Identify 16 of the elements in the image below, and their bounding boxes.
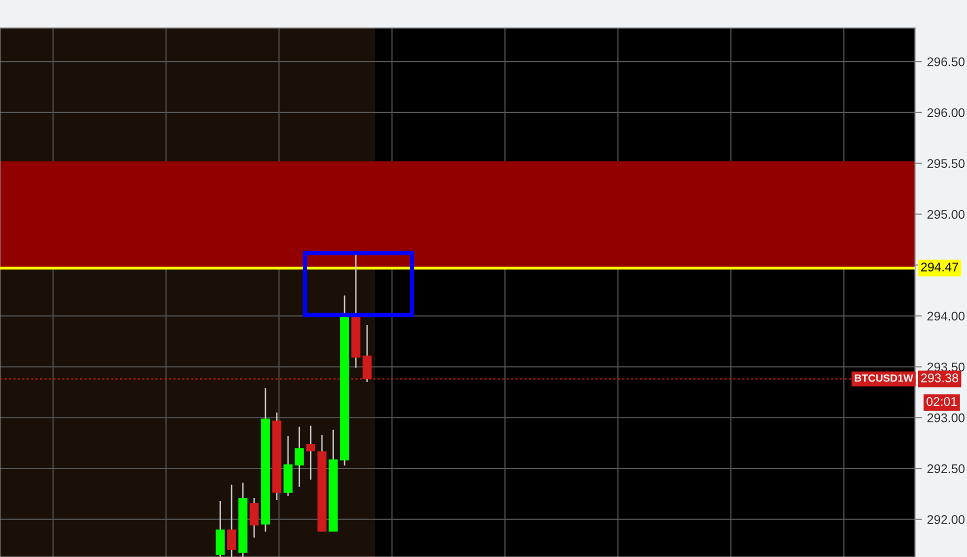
ref-line-label: 294.47 [921,262,958,272]
candlestick [294,426,304,488]
candlestick [250,497,259,538]
candlestick [306,425,316,480]
y-tick-label: 296.00 [927,108,965,118]
y-tick-label: 292.00 [927,515,965,524]
y-tick-label: 292.50 [927,464,965,474]
y-tick-label: 296.50 [927,57,965,66]
ref-line-label: 293.38 [921,373,958,382]
y-tick-label: 295.50 [927,159,965,168]
annotation: BTCUSD1W [854,374,914,382]
y-tick-label: 295.00 [927,210,965,219]
candlestick [227,484,236,557]
y-tick-label: 294.00 [927,312,965,321]
text: 02:01 [926,397,957,406]
y-tick-label: 293.00 [927,413,965,422]
